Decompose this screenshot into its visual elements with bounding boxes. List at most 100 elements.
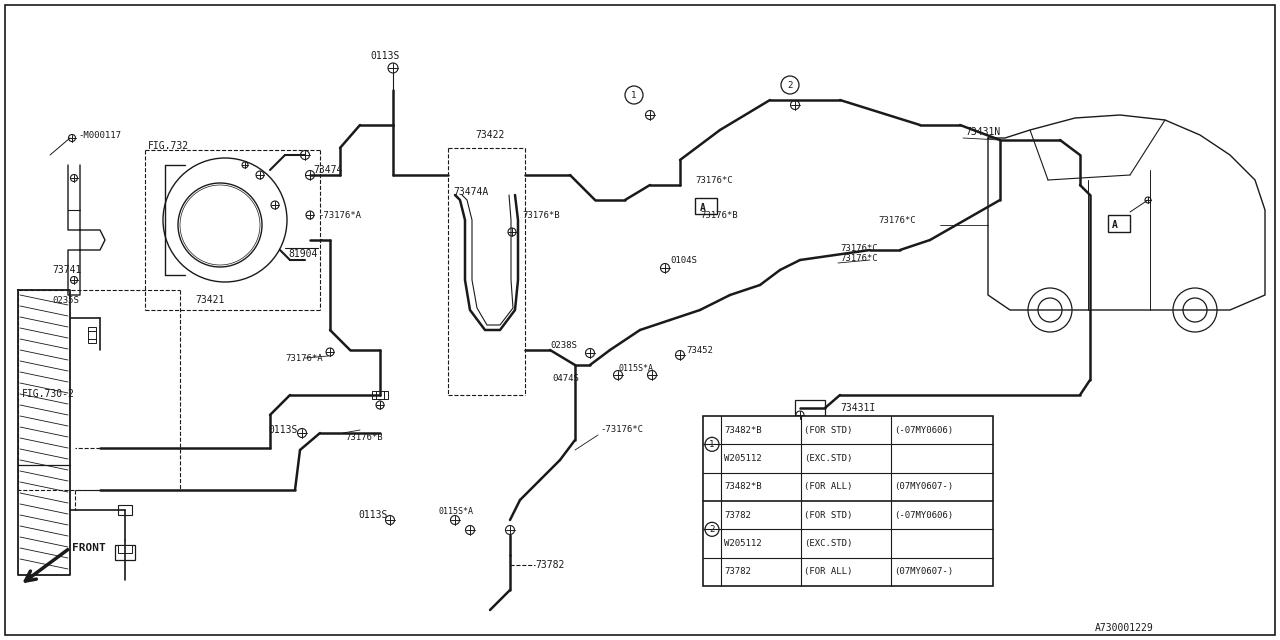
Circle shape — [297, 429, 306, 438]
Text: -73176*C: -73176*C — [600, 426, 643, 435]
Bar — [88, 327, 96, 343]
Text: 73782: 73782 — [535, 560, 564, 570]
Circle shape — [69, 134, 76, 141]
Text: A730001229: A730001229 — [1094, 623, 1153, 633]
Text: FIG.732: FIG.732 — [148, 141, 189, 151]
Circle shape — [326, 348, 334, 356]
Circle shape — [648, 371, 657, 380]
Circle shape — [466, 525, 475, 534]
Text: 1: 1 — [631, 90, 636, 99]
Text: -73176*A: -73176*A — [317, 211, 361, 220]
Text: 73176*C: 73176*C — [878, 216, 915, 225]
Circle shape — [301, 150, 310, 159]
Circle shape — [182, 187, 259, 263]
Circle shape — [70, 276, 78, 284]
Text: A: A — [700, 203, 705, 213]
Circle shape — [204, 209, 236, 241]
Text: 73474A: 73474A — [453, 187, 488, 197]
Text: -: - — [317, 236, 324, 244]
Bar — [372, 391, 388, 399]
Bar — [703, 416, 993, 586]
Circle shape — [1146, 197, 1151, 203]
Text: 73782: 73782 — [724, 567, 751, 577]
Text: 73176*B: 73176*B — [346, 433, 383, 442]
Text: 0113S: 0113S — [370, 51, 399, 61]
Text: 73431N: 73431N — [965, 127, 1000, 137]
Text: 0115S*A: 0115S*A — [438, 506, 474, 515]
Circle shape — [506, 525, 515, 534]
Text: 0104S: 0104S — [669, 255, 696, 264]
Circle shape — [388, 63, 398, 73]
Text: (EXC.STD): (EXC.STD) — [804, 539, 852, 548]
Text: 73176*C: 73176*C — [695, 175, 732, 184]
Text: 73482*B: 73482*B — [724, 426, 762, 435]
Circle shape — [178, 183, 262, 267]
Text: 73176*B: 73176*B — [700, 211, 737, 220]
Text: 73741: 73741 — [52, 265, 82, 275]
Text: 2: 2 — [709, 525, 714, 534]
Circle shape — [791, 100, 800, 109]
Circle shape — [306, 211, 314, 219]
Bar — [695, 198, 717, 214]
Text: 73421: 73421 — [195, 295, 224, 305]
Text: FRONT: FRONT — [72, 543, 106, 553]
Text: -M000117: -M000117 — [78, 131, 122, 140]
Text: FIG.730-2: FIG.730-2 — [22, 389, 74, 399]
Circle shape — [705, 522, 719, 536]
Text: 73482*B: 73482*B — [724, 483, 762, 492]
Text: 73782: 73782 — [724, 511, 751, 520]
Text: 81904: 81904 — [288, 249, 317, 259]
Bar — [795, 400, 826, 416]
Text: 2: 2 — [787, 81, 792, 90]
Text: A: A — [1112, 220, 1117, 230]
Text: 0474S: 0474S — [552, 374, 579, 383]
Circle shape — [188, 193, 252, 257]
Circle shape — [271, 201, 279, 209]
Text: 73452: 73452 — [686, 346, 713, 355]
Circle shape — [1028, 288, 1073, 332]
Text: 73176*C: 73176*C — [840, 243, 878, 253]
Circle shape — [660, 264, 669, 273]
Text: (07MY0607-): (07MY0607-) — [893, 567, 954, 577]
Text: 73176*A: 73176*A — [285, 353, 323, 362]
Circle shape — [585, 349, 594, 358]
Circle shape — [1038, 298, 1062, 322]
Circle shape — [625, 86, 643, 104]
Text: (-07MY0606): (-07MY0606) — [893, 426, 954, 435]
Circle shape — [508, 228, 516, 236]
Circle shape — [376, 401, 384, 409]
Text: 73176*C: 73176*C — [840, 253, 878, 262]
Text: 73474: 73474 — [314, 165, 342, 175]
Text: (FOR ALL): (FOR ALL) — [804, 483, 852, 492]
Circle shape — [242, 162, 248, 168]
Text: (FOR STD): (FOR STD) — [804, 511, 852, 520]
Circle shape — [451, 515, 460, 525]
Text: 0235S: 0235S — [52, 296, 79, 305]
Circle shape — [705, 437, 719, 451]
Text: (FOR ALL): (FOR ALL) — [804, 567, 852, 577]
Circle shape — [796, 411, 804, 419]
Text: 73176*B: 73176*B — [522, 211, 559, 220]
Text: (EXC.STD): (EXC.STD) — [804, 454, 852, 463]
Text: 1: 1 — [709, 440, 714, 449]
Circle shape — [613, 371, 622, 380]
Text: W205112: W205112 — [724, 539, 762, 548]
Text: 73431I: 73431I — [840, 403, 876, 413]
Text: 0115S*A: 0115S*A — [618, 364, 653, 372]
Circle shape — [645, 111, 654, 120]
Circle shape — [70, 175, 78, 182]
Circle shape — [256, 171, 264, 179]
Text: (FOR STD): (FOR STD) — [804, 426, 852, 435]
Text: (-07MY0606): (-07MY0606) — [893, 511, 954, 520]
Bar — [1108, 215, 1130, 232]
Circle shape — [385, 515, 394, 525]
Circle shape — [676, 351, 685, 360]
Circle shape — [781, 76, 799, 94]
Text: 0113S: 0113S — [268, 425, 297, 435]
Circle shape — [180, 185, 260, 265]
Text: 0238S: 0238S — [550, 340, 577, 349]
Circle shape — [1183, 298, 1207, 322]
Text: W205112: W205112 — [724, 454, 762, 463]
Text: (07MY0607-): (07MY0607-) — [893, 483, 954, 492]
Bar — [118, 505, 132, 515]
